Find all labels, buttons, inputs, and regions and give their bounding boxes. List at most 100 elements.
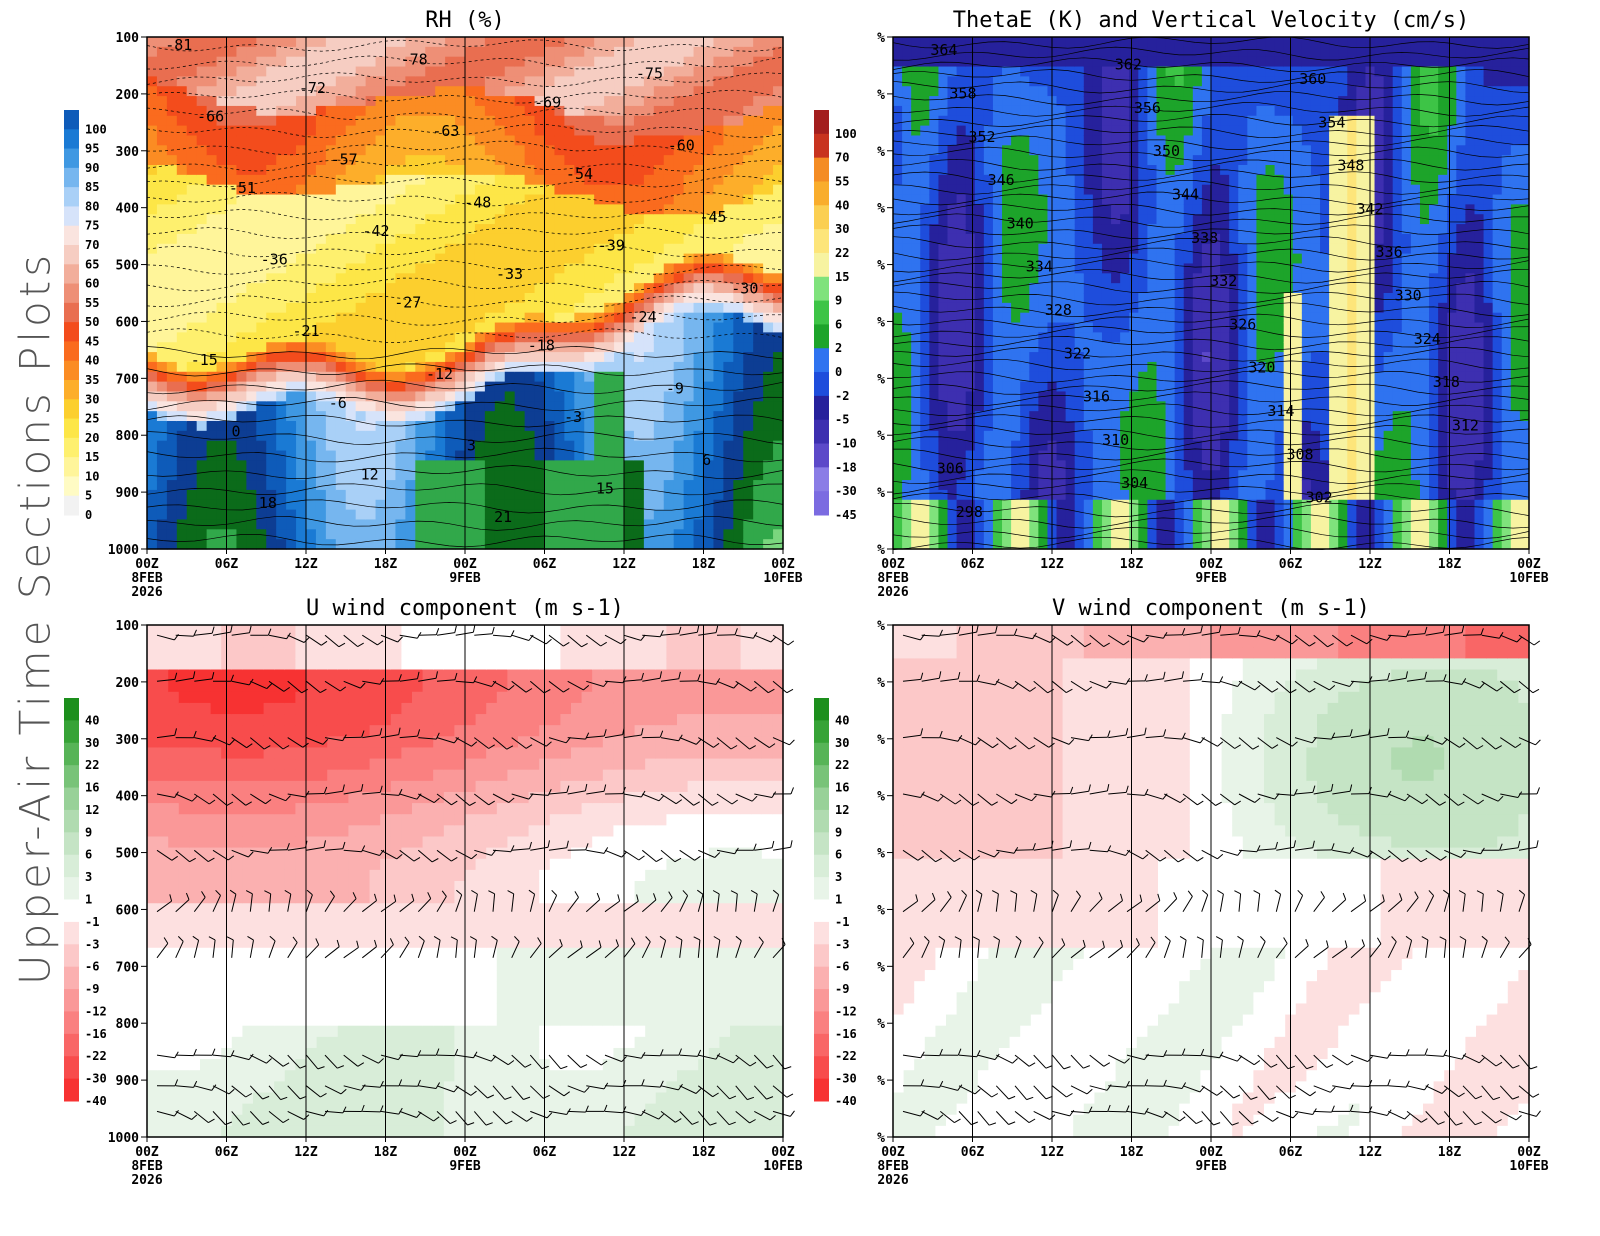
rh-cell	[614, 421, 625, 432]
rh-cell	[345, 342, 357, 353]
rh-cell	[544, 76, 556, 87]
theta-cell	[929, 56, 940, 68]
rh-cell	[594, 539, 605, 550]
theta-cell	[920, 243, 930, 255]
rh-x-tick-label: 00Z	[453, 557, 477, 572]
rh-cell	[395, 302, 406, 314]
rh-cell	[385, 401, 397, 412]
rh-cell	[743, 37, 754, 48]
rh-cell	[773, 302, 784, 314]
rh-cell	[306, 293, 317, 304]
rh-cell	[643, 529, 655, 540]
theta-cell	[965, 509, 976, 521]
rh-cell	[455, 37, 466, 48]
rh-cell	[166, 381, 178, 393]
rh-cell	[753, 233, 764, 245]
rh-cell	[673, 86, 685, 97]
rh-cell	[147, 96, 158, 107]
rh-cell	[315, 489, 327, 501]
rh-cell	[395, 86, 406, 97]
rh-cell	[504, 115, 516, 127]
rh-cell	[773, 450, 784, 461]
rh-cell	[296, 529, 307, 540]
rh-cell	[564, 312, 575, 324]
rh-cell	[653, 37, 665, 48]
rh-cell	[494, 342, 506, 353]
rh-cell	[524, 421, 536, 432]
theta-cell	[1002, 263, 1012, 274]
rh-cell	[246, 539, 257, 550]
rh-cell	[465, 302, 476, 314]
rh-cell	[743, 401, 754, 412]
rh-cell	[544, 430, 556, 442]
rh-cell	[256, 233, 267, 245]
rh-cell	[683, 125, 695, 137]
rh-cell	[335, 361, 347, 373]
rh-cell	[405, 421, 416, 432]
rh-cell	[763, 66, 774, 77]
rh-cell	[673, 253, 685, 265]
theta-cell	[983, 66, 994, 77]
rh-cell	[246, 401, 257, 412]
rh-cell	[435, 155, 446, 166]
rh-cell	[773, 145, 784, 156]
rh-colorbar-label: 90	[85, 161, 99, 175]
theta-cell	[929, 371, 940, 383]
rh-cell	[286, 155, 297, 166]
rh-cell	[614, 499, 625, 511]
rh-cell	[474, 480, 486, 491]
rh-cell	[773, 361, 784, 373]
rh-cell	[375, 391, 387, 402]
rh-cell	[494, 381, 506, 393]
rh-cell	[455, 253, 466, 265]
rh-cell	[663, 204, 675, 215]
rh-cell	[474, 273, 486, 284]
rh-cell	[206, 145, 218, 156]
theta-cell	[947, 184, 958, 196]
rh-cell	[315, 342, 327, 353]
rh-cell	[624, 165, 635, 176]
rh-cell	[554, 243, 565, 255]
rh-cell	[425, 243, 436, 255]
theta-cell	[1020, 440, 1030, 452]
rh-cell	[186, 480, 198, 491]
rh-cell	[574, 332, 585, 343]
rh-cell	[693, 165, 705, 176]
rh-cell	[733, 263, 744, 274]
rh-cell	[584, 135, 595, 146]
rh-cell	[365, 312, 377, 324]
theta-cell	[1111, 233, 1121, 245]
rh-cell	[435, 243, 446, 255]
theta-cell	[1011, 165, 1021, 176]
theta-cell	[1011, 391, 1021, 402]
rh-cell	[365, 253, 377, 265]
rh-cell	[763, 322, 774, 333]
rh-cell	[624, 253, 635, 265]
rh-cell	[544, 322, 556, 333]
rh-cell	[395, 194, 406, 205]
rh-cell	[663, 96, 675, 107]
rh-colorbar-label: 100	[85, 122, 107, 136]
rh-cell	[315, 115, 327, 127]
rh-cell	[753, 115, 764, 127]
rh-cell	[465, 66, 476, 77]
theta-cell	[1101, 352, 1112, 363]
rh-cell	[435, 214, 446, 225]
rh-cell	[325, 273, 337, 284]
rh-cell	[345, 184, 357, 196]
theta-cell	[1111, 76, 1121, 87]
rh-cell	[494, 243, 506, 255]
rh-cell	[315, 411, 327, 422]
rh-cell	[723, 76, 734, 87]
rh-cell	[653, 233, 665, 245]
rh-cell	[345, 361, 357, 373]
theta-cell	[956, 421, 967, 432]
rh-cell	[614, 174, 625, 186]
rh-cell	[395, 509, 406, 521]
rh-cell	[375, 184, 387, 196]
theta-cell	[938, 96, 949, 107]
theta-cell	[1011, 401, 1021, 412]
rh-cell	[176, 76, 188, 87]
rh-contour-label: -30	[731, 279, 758, 297]
rh-cell	[703, 155, 715, 166]
